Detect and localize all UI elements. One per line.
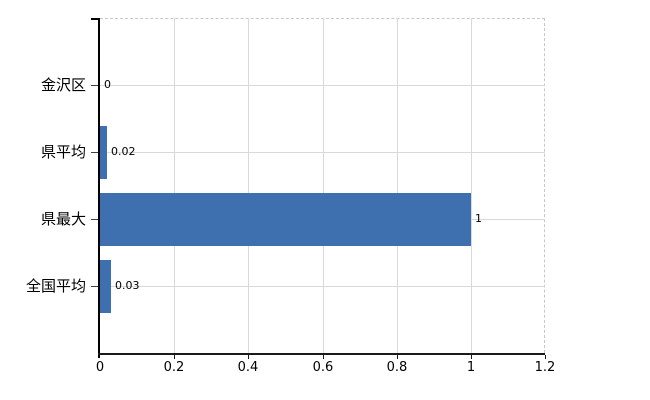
x-tick-label: 0 (95, 360, 105, 375)
axis-tick (248, 355, 249, 359)
axis-tick (91, 219, 98, 220)
gridline (323, 18, 324, 353)
category-label: 金沢区 (40, 76, 86, 94)
gridline (397, 18, 398, 353)
axis-tick (91, 18, 98, 20)
bar (100, 260, 111, 313)
bar (100, 126, 107, 179)
gridline (471, 18, 472, 353)
axis-tick (397, 355, 398, 359)
x-tick-label: 0.8 (386, 360, 408, 375)
x-tick-label: 0.4 (237, 360, 259, 375)
value-label: 1 (475, 212, 482, 225)
x-tick-label: 0.2 (163, 360, 185, 375)
value-label: 0 (104, 78, 111, 91)
gridline (100, 286, 545, 287)
gridline (248, 18, 249, 353)
gridline (174, 18, 175, 353)
axis-tick (91, 85, 98, 86)
axis-tick (91, 152, 98, 153)
category-label: 全国平均 (25, 277, 86, 295)
x-axis-line (98, 353, 545, 355)
plot-border (100, 18, 545, 353)
x-tick-label: 1.2 (534, 360, 556, 375)
gridline (100, 85, 545, 86)
axis-tick (545, 355, 546, 359)
axis-tick (323, 355, 324, 359)
bar (100, 193, 471, 246)
category-label: 県平均 (40, 143, 86, 161)
category-label: 県最大 (40, 210, 86, 228)
axis-tick (91, 286, 98, 287)
axis-tick (471, 355, 472, 359)
value-label: 0.03 (115, 279, 140, 292)
y-axis-line (98, 18, 100, 358)
x-tick-label: 1 (466, 360, 476, 375)
value-label: 0.02 (111, 145, 136, 158)
gridline (100, 152, 545, 153)
x-tick-label: 0.6 (312, 360, 334, 375)
axis-tick (174, 355, 175, 359)
